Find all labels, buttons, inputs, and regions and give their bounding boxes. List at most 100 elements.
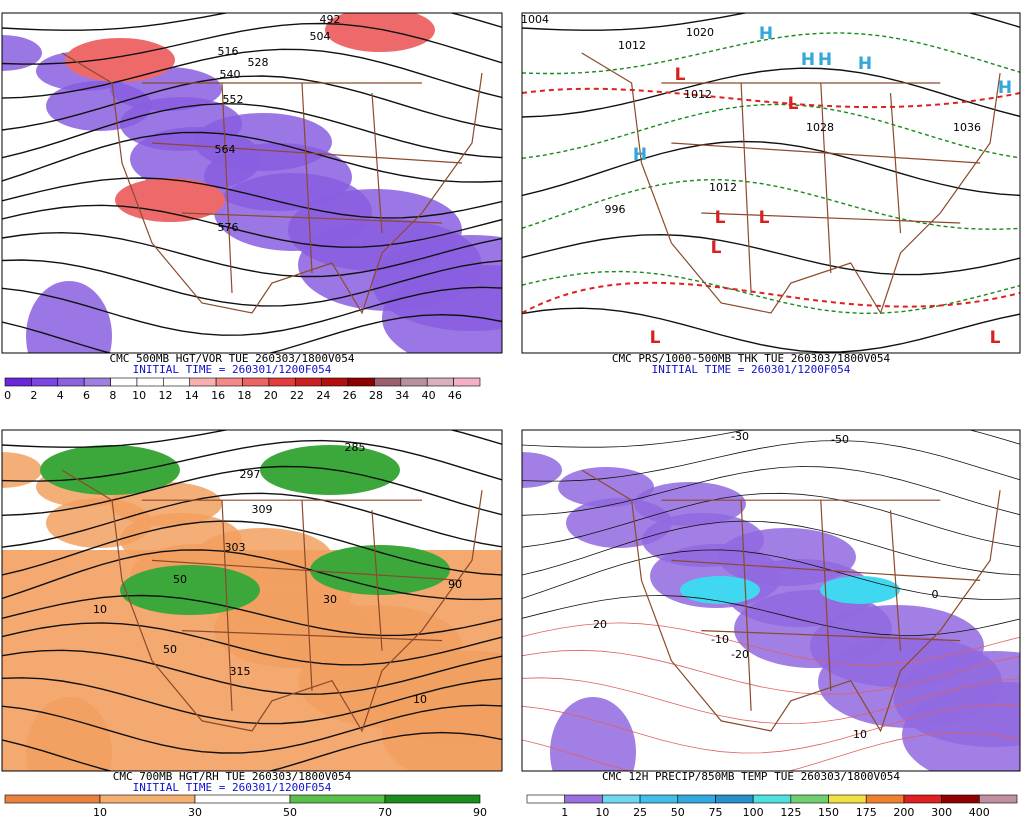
colorbar-swatch [268,377,296,387]
contour [2,313,502,353]
contour [522,307,1020,353]
colorbar-swatch [715,794,754,804]
colorbar-swatch [83,377,111,387]
colorbar-swatch [4,794,101,804]
contour-label: 1004 [521,13,549,26]
shaded-field [310,545,450,595]
contour [522,178,1020,230]
pressure-center: L [711,238,722,258]
shaded-field [894,651,1020,747]
colorbar-swatch [790,794,829,804]
caption: CMC 700MB HGT/RH TUE 260303/1800V054 [113,770,352,783]
map-area: 285 297 303 309 315 50 10 90 30 50 10 [2,430,502,771]
colorbar-label: 25 [633,806,647,819]
colorbar-swatch [828,794,867,804]
contour-label: 10 [853,728,867,741]
colorbar-swatch [526,794,565,804]
colorbar-label: 12 [158,389,172,402]
shaded-field [718,528,856,586]
shaded-field [820,576,900,604]
colorbar-swatch [347,377,375,387]
pressure-center: H [759,24,773,44]
pressure-center: L [759,208,770,228]
contour [2,549,502,601]
contour-label: 1012 [618,39,646,52]
pressure-center: L [788,94,799,114]
contour-label: 996 [605,203,626,216]
colorbar-swatch [384,794,481,804]
pressure-center: L [675,65,686,85]
colorbar-swatch [57,377,85,387]
colorbar-label: 175 [856,806,877,819]
contour [2,492,502,548]
initial-time: INITIAL TIME = 260301/1200F054 [652,363,851,376]
colorbar-label: 28 [369,389,383,402]
shaded-field [115,178,225,222]
map-frame [1,429,503,772]
colorbar-swatch [374,377,402,387]
colorbar-swatch [136,377,164,387]
contour-label: 1036 [953,121,981,134]
contour [2,622,502,666]
contour [522,140,1020,197]
contour [2,731,502,771]
contour [522,430,1020,448]
contour [522,704,1020,754]
colorbar-label: 22 [290,389,304,402]
contour [522,492,1020,548]
contour [2,439,502,482]
colorbar-swatch [215,377,243,387]
map-panel: -30 -50 -20-10 0 10 20 CMC 12H PRECIP/850MB TE… [521,429,1021,819]
contour-label: 564 [215,143,236,156]
shaded-field [558,467,654,507]
colorbar-swatch [903,794,942,804]
contour [522,622,1020,666]
colorbar-label: 300 [931,806,952,819]
colorbar-swatch [941,794,980,804]
colorbar-swatch [426,377,454,387]
shaded-field [26,281,112,353]
shaded-field [634,482,746,526]
colorbar-swatch [99,794,196,804]
initial-time: INITIAL TIME = 260301/1200F054 [133,781,332,794]
map-frame [521,429,1021,772]
colorbar-swatch [639,794,679,804]
colorbar-swatch [289,794,386,804]
contour-label: 50 [163,643,177,656]
contour-label: 516 [218,45,239,58]
thickness-line [522,281,1020,314]
colorbar-label: 100 [743,806,764,819]
shaded-field [522,452,562,488]
contour-label: -10 [711,633,729,646]
pressure-center: H [633,145,647,165]
contour-label: 315 [230,665,251,678]
contour [2,677,502,725]
contour [2,231,502,278]
pressure-center: H [998,78,1012,98]
geographic-boundaries [581,52,1001,315]
colorbar-swatch [865,794,905,804]
contour [2,520,502,576]
colorbar-swatch [321,377,349,387]
contour [2,259,502,307]
colorbar-label: 30 [188,806,202,819]
contour-label: 552 [223,93,244,106]
contour-label: 528 [248,56,269,69]
contour-label: 1012 [684,88,712,101]
map-panel: 492 504 516 528 540 552 564 576 CMC 500MB HGT/VO… [1,12,503,402]
contour-label: 309 [252,503,273,516]
contour [522,732,1020,771]
contour-label: 576 [218,221,239,234]
contour [2,704,502,754]
contour [522,677,1020,725]
pressure-center: H [818,50,832,70]
contour [522,649,1020,695]
geographic-boundaries [61,52,483,315]
colorbar-label: 10 [595,806,609,819]
map-panel: 285 297 303 309 315 50 10 90 30 50 10 CMC 700MB HGT… [1,429,503,819]
contour [522,549,1020,600]
contour-label: -50 [831,433,849,446]
contour [522,520,1020,576]
